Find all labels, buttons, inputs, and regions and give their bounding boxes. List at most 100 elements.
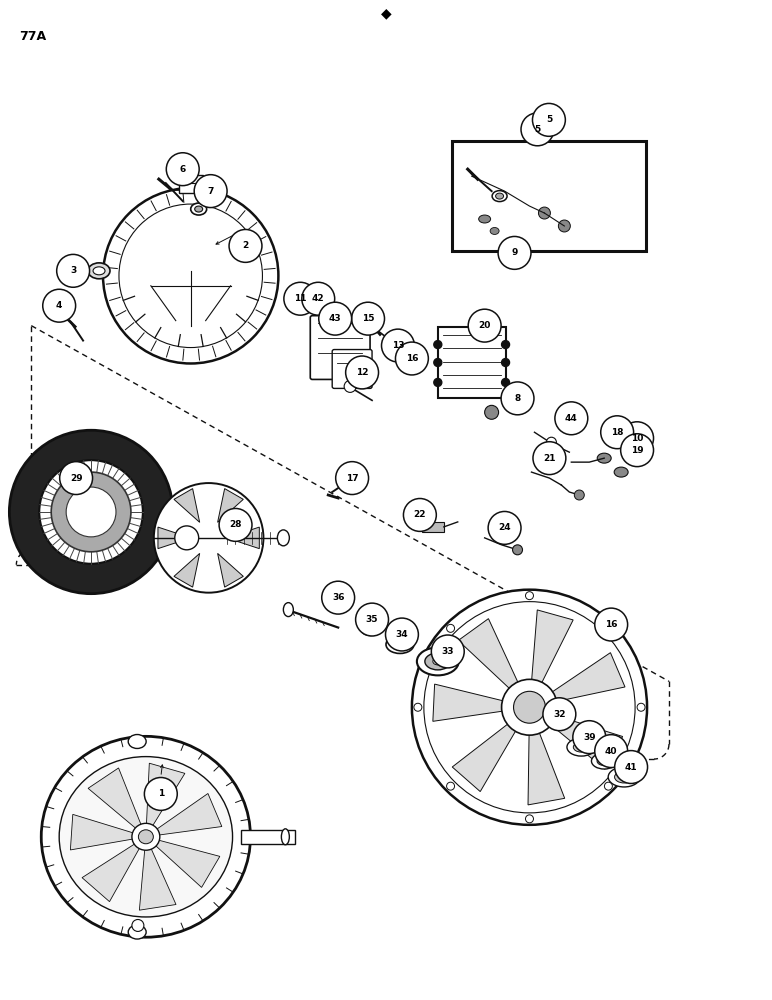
Polygon shape bbox=[528, 722, 564, 805]
Circle shape bbox=[434, 378, 442, 386]
Polygon shape bbox=[218, 489, 243, 522]
Circle shape bbox=[526, 815, 533, 823]
Circle shape bbox=[395, 342, 428, 375]
Polygon shape bbox=[174, 489, 200, 522]
Circle shape bbox=[533, 103, 565, 136]
Ellipse shape bbox=[88, 263, 110, 279]
Ellipse shape bbox=[574, 742, 589, 752]
Circle shape bbox=[154, 483, 263, 593]
Polygon shape bbox=[155, 793, 222, 835]
Circle shape bbox=[346, 356, 378, 389]
Bar bbox=[241, 830, 296, 844]
Circle shape bbox=[543, 698, 576, 731]
Circle shape bbox=[144, 777, 178, 810]
Circle shape bbox=[521, 113, 554, 146]
Ellipse shape bbox=[492, 191, 507, 202]
Circle shape bbox=[621, 434, 654, 467]
Circle shape bbox=[336, 462, 368, 495]
Text: 20: 20 bbox=[479, 321, 491, 330]
Text: 4: 4 bbox=[56, 301, 63, 310]
Circle shape bbox=[9, 430, 173, 594]
Circle shape bbox=[502, 679, 557, 735]
FancyBboxPatch shape bbox=[310, 316, 370, 379]
Circle shape bbox=[485, 405, 499, 419]
Ellipse shape bbox=[567, 738, 596, 756]
Circle shape bbox=[601, 416, 634, 449]
Circle shape bbox=[351, 302, 384, 335]
Text: 11: 11 bbox=[294, 294, 306, 303]
Circle shape bbox=[404, 499, 436, 531]
Circle shape bbox=[621, 422, 654, 455]
Circle shape bbox=[615, 751, 648, 783]
Circle shape bbox=[604, 624, 612, 632]
Text: 2: 2 bbox=[242, 241, 249, 250]
Circle shape bbox=[166, 153, 199, 186]
Ellipse shape bbox=[283, 603, 293, 617]
Text: 24: 24 bbox=[498, 523, 511, 532]
Bar bbox=[179, 175, 203, 193]
Circle shape bbox=[538, 207, 550, 219]
Polygon shape bbox=[218, 553, 243, 587]
Ellipse shape bbox=[392, 639, 408, 649]
Circle shape bbox=[39, 460, 143, 564]
Text: 22: 22 bbox=[414, 510, 426, 519]
Circle shape bbox=[446, 624, 455, 632]
Circle shape bbox=[594, 608, 628, 641]
Text: 12: 12 bbox=[356, 368, 368, 377]
Ellipse shape bbox=[128, 735, 146, 748]
Text: 16: 16 bbox=[405, 354, 418, 363]
Circle shape bbox=[56, 254, 90, 287]
Text: 32: 32 bbox=[553, 710, 566, 719]
Text: 13: 13 bbox=[391, 341, 405, 350]
Circle shape bbox=[229, 229, 262, 262]
Circle shape bbox=[322, 581, 354, 614]
Circle shape bbox=[344, 380, 356, 392]
Ellipse shape bbox=[615, 771, 634, 783]
Circle shape bbox=[488, 511, 521, 544]
Ellipse shape bbox=[366, 627, 374, 633]
Polygon shape bbox=[140, 847, 176, 910]
Ellipse shape bbox=[281, 829, 290, 845]
Circle shape bbox=[468, 309, 501, 342]
Ellipse shape bbox=[490, 227, 499, 234]
Ellipse shape bbox=[496, 193, 503, 199]
Ellipse shape bbox=[59, 757, 232, 917]
Text: 17: 17 bbox=[346, 474, 358, 483]
Circle shape bbox=[414, 703, 422, 711]
Ellipse shape bbox=[615, 467, 628, 477]
Circle shape bbox=[574, 490, 584, 500]
Ellipse shape bbox=[598, 453, 611, 463]
Ellipse shape bbox=[386, 636, 414, 653]
Text: 39: 39 bbox=[583, 733, 595, 742]
Circle shape bbox=[558, 220, 571, 232]
Circle shape bbox=[502, 341, 510, 349]
Text: 40: 40 bbox=[605, 747, 618, 756]
Text: 16: 16 bbox=[605, 620, 618, 629]
Text: 42: 42 bbox=[312, 294, 324, 303]
Text: 77A: 77A bbox=[19, 30, 46, 43]
Circle shape bbox=[195, 175, 227, 208]
Circle shape bbox=[284, 282, 317, 315]
Polygon shape bbox=[543, 653, 625, 704]
Text: 3: 3 bbox=[70, 266, 76, 275]
Circle shape bbox=[51, 472, 131, 552]
Text: 10: 10 bbox=[631, 434, 643, 443]
Circle shape bbox=[513, 545, 523, 555]
Polygon shape bbox=[452, 717, 521, 792]
Ellipse shape bbox=[191, 203, 207, 215]
Circle shape bbox=[594, 735, 628, 768]
Polygon shape bbox=[531, 610, 573, 693]
Circle shape bbox=[219, 508, 252, 541]
Ellipse shape bbox=[41, 736, 250, 937]
Circle shape bbox=[356, 603, 388, 636]
Ellipse shape bbox=[433, 658, 443, 665]
Text: 19: 19 bbox=[631, 446, 643, 455]
Bar bbox=[422, 522, 444, 532]
FancyBboxPatch shape bbox=[332, 350, 372, 388]
Circle shape bbox=[573, 721, 606, 754]
Text: 7: 7 bbox=[208, 187, 214, 196]
Ellipse shape bbox=[195, 206, 203, 212]
Circle shape bbox=[502, 359, 510, 366]
Text: 44: 44 bbox=[565, 414, 577, 423]
Circle shape bbox=[174, 526, 198, 550]
